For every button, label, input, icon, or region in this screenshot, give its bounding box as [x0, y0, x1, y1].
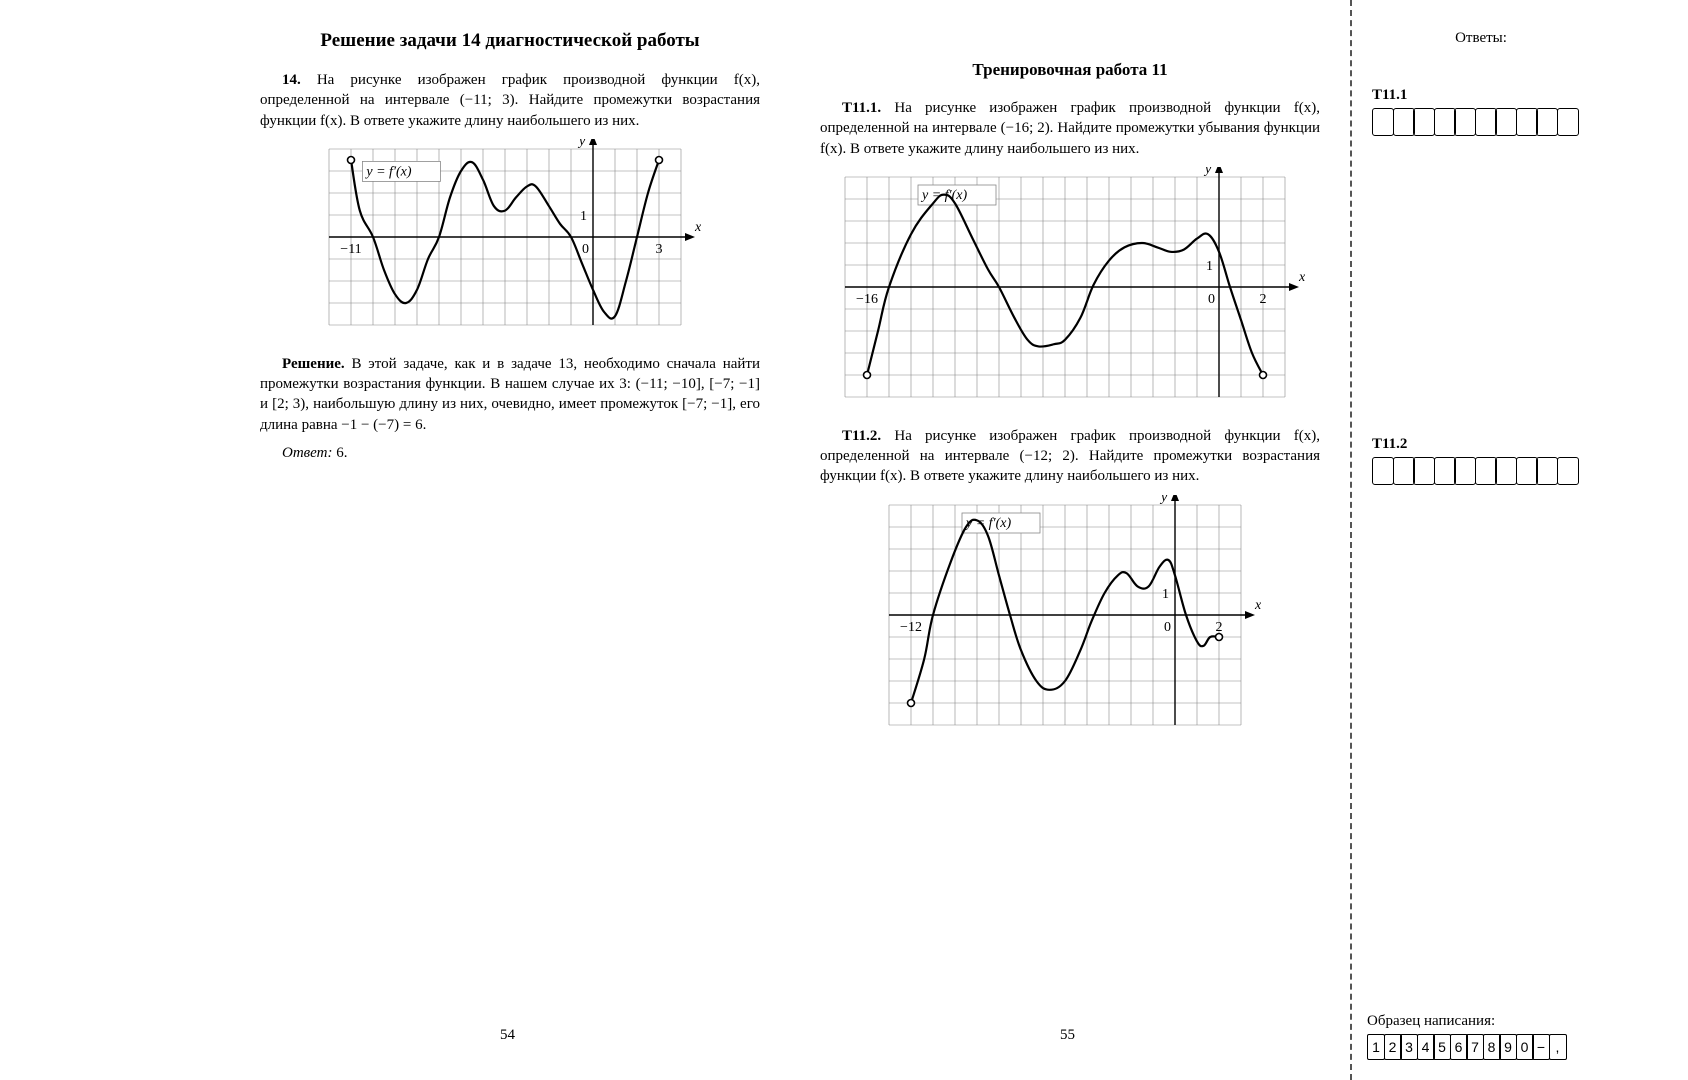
- ans-t11-2-label: Т11.2: [1372, 436, 1590, 453]
- chart-t11-1: xy−16021y = f′(x): [820, 167, 1320, 412]
- answer-line: Ответ: 6.: [260, 443, 760, 463]
- t11-2-label: Т11.2.: [842, 428, 881, 444]
- sample-char: 9: [1499, 1034, 1517, 1060]
- sample-char: 6: [1450, 1034, 1468, 1060]
- svg-text:−11: −11: [340, 242, 361, 257]
- svg-text:x: x: [1254, 598, 1261, 613]
- ans-t11-2-boxes[interactable]: [1372, 457, 1590, 485]
- svg-text:2: 2: [1260, 292, 1267, 307]
- t11-1-text: Т11.1. На рисунке изображен график произ…: [820, 98, 1320, 159]
- t11-2-body: На рисунке изображен график производной …: [820, 428, 1320, 485]
- sample-char: 1: [1367, 1034, 1385, 1060]
- answer-strip: Ответы: Т11.1 Т11.2 Образец написания: 1…: [1350, 0, 1610, 1080]
- ans-t11-1-label: Т11.1: [1372, 87, 1590, 104]
- ans-t11-1-boxes[interactable]: [1372, 108, 1590, 136]
- svg-text:y: y: [1159, 495, 1168, 505]
- solution-label: Решение.: [282, 356, 345, 372]
- page-num-55: 55: [1060, 1027, 1075, 1044]
- svg-text:x: x: [694, 220, 701, 235]
- sample-char: 3: [1400, 1034, 1418, 1060]
- left-title: Решение задачи 14 диагностической работы: [260, 30, 760, 52]
- sample-writing: Образец написания: 1234567890−,: [1367, 1013, 1595, 1060]
- sample-char: 5: [1433, 1034, 1451, 1060]
- svg-text:1: 1: [580, 209, 587, 224]
- svg-text:y: y: [577, 139, 586, 149]
- answer-value: 6.: [332, 445, 347, 461]
- svg-text:x: x: [1298, 270, 1305, 285]
- t11-2-text: Т11.2. На рисунке изображен график произ…: [820, 426, 1320, 487]
- sample-char: 2: [1384, 1034, 1402, 1060]
- svg-text:1: 1: [1162, 587, 1169, 602]
- svg-text:3: 3: [656, 242, 663, 257]
- svg-text:y = f′(x): y = f′(x): [364, 164, 411, 179]
- svg-text:0: 0: [1164, 620, 1171, 635]
- sample-label: Образец написания:: [1367, 1013, 1595, 1030]
- sample-char: 8: [1483, 1034, 1501, 1060]
- chart-14: x y −11 0 3 1 y = f′(x): [260, 139, 760, 340]
- answers-heading: Ответы:: [1372, 30, 1590, 47]
- t11-1-label: Т11.1.: [842, 100, 881, 116]
- left-page: Решение задачи 14 диагностической работы…: [230, 0, 790, 1080]
- sample-char: 7: [1466, 1034, 1484, 1060]
- svg-text:0: 0: [582, 242, 589, 257]
- t11-1-body: На рисунке изображен график производной …: [820, 100, 1320, 157]
- solution-text: Решение. В этой задаче, как и в задаче 1…: [260, 354, 760, 435]
- mid-title: Тренировочная работа 11: [820, 60, 1320, 80]
- sample-char: 4: [1417, 1034, 1435, 1060]
- svg-text:1: 1: [1206, 259, 1213, 274]
- page-num-54: 54: [500, 1027, 515, 1044]
- chart-t11-2: xy−12021y = f′(x): [820, 495, 1320, 740]
- svg-text:−16: −16: [856, 292, 878, 307]
- problem-14-label: 14.: [282, 72, 301, 88]
- svg-text:0: 0: [1208, 292, 1215, 307]
- sample-char: 0: [1516, 1034, 1534, 1060]
- answer-label: Ответ:: [282, 445, 332, 461]
- problem-14-body: На рисунке изображен график производной …: [260, 72, 760, 129]
- svg-text:y = f′(x): y = f′(x): [964, 516, 1011, 531]
- sample-char: −: [1532, 1034, 1550, 1060]
- problem-14-text: 14. На рисунке изображен график производ…: [260, 70, 760, 131]
- sample-char: ,: [1549, 1034, 1567, 1060]
- svg-text:y: y: [1203, 167, 1212, 177]
- right-page: Тренировочная работа 11 Т11.1. На рисунк…: [790, 0, 1350, 1080]
- svg-text:−12: −12: [900, 620, 922, 635]
